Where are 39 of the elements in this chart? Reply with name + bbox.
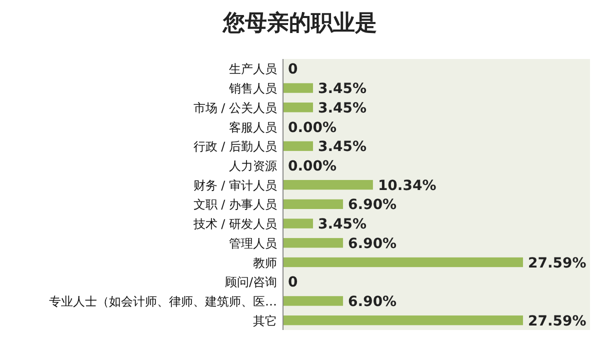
data-label: 0.00% [288,120,337,136]
data-label: 0 [288,62,298,78]
data-label: 6.90% [348,197,397,214]
y-tick-label: 顾问/咨询 [224,275,277,290]
y-tick-label: 人力资源 [229,158,277,173]
data-label: 10.34% [378,178,436,194]
bar [283,315,523,326]
y-tick-label: 其它 [253,314,277,328]
chart-title: 您母亲的职业是 [222,10,377,36]
bar [283,199,344,210]
data-label: 3.45% [318,216,367,233]
data-label: 27.59% [528,255,586,272]
bar [283,296,344,306]
bar [283,83,314,93]
data-label: 0 [288,274,298,291]
data-label: 27.59% [528,313,586,330]
bar [283,141,314,151]
data-label: 6.90% [348,294,397,310]
bar [283,102,314,112]
data-label: 6.90% [348,236,397,252]
data-label: 3.45% [318,100,367,116]
y-tick-label: 行政 / 后勤人员 [193,140,277,154]
y-tick-label: 技术 / 研发人员 [192,217,277,232]
y-tick-label: 教师 [253,256,277,270]
data-label: 3.45% [318,81,367,98]
data-label: 3.45% [318,139,367,156]
bar [283,257,523,268]
y-tick-label: 文职 / 办事人员 [193,198,277,212]
bar [283,238,344,248]
data-label: 0.00% [288,158,337,174]
bar [283,180,373,190]
bar [283,218,314,228]
y-tick-label: 财务 / 审计人员 [193,178,277,192]
y-tick-label: 销售人员 [228,82,277,96]
y-tick-label: 专业人士（如会计师、律师、建筑师、医… [49,294,277,308]
y-tick-label: 市场 / 公关人员 [193,100,277,115]
y-tick-label: 客服人员 [229,120,277,134]
y-tick-label: 生产人员 [229,62,277,76]
y-tick-label: 管理人员 [229,236,277,250]
